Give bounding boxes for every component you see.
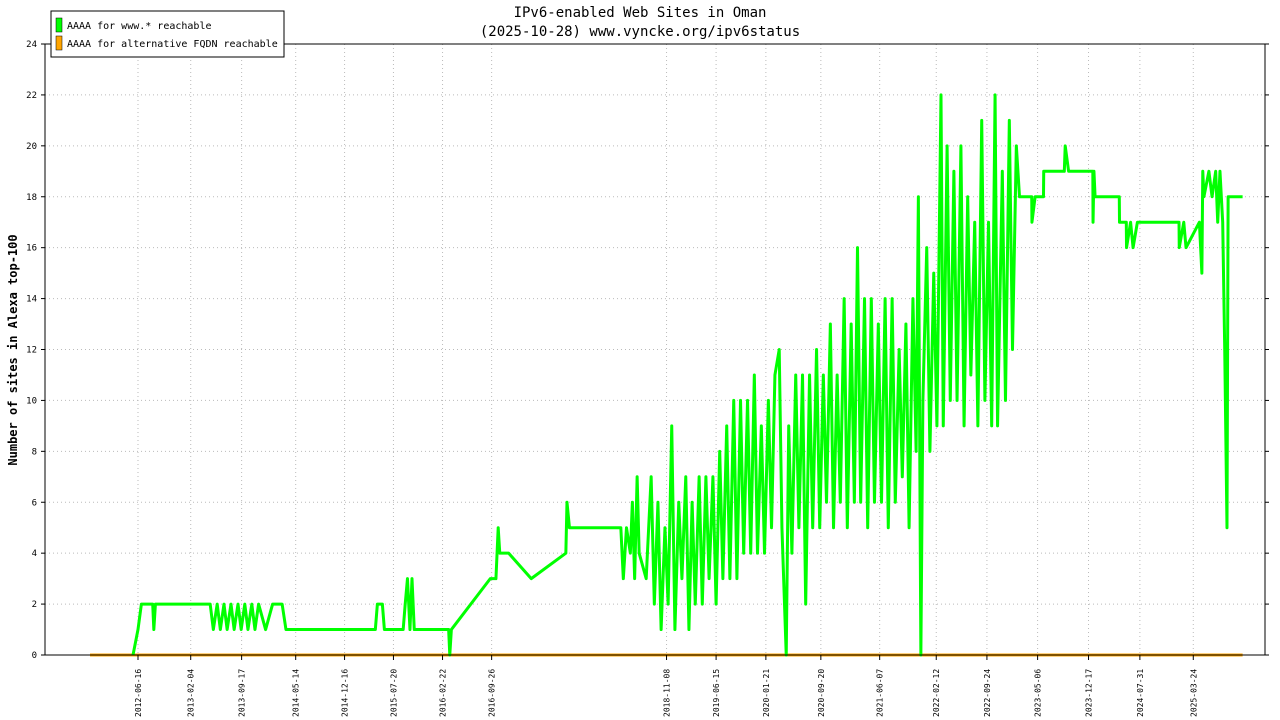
- legend-swatch: [55, 35, 63, 51]
- legend: AAAA for www.* reachable AAAA for alterna…: [50, 10, 285, 58]
- y-tick-label: 0: [32, 651, 37, 661]
- y-tick-label: 12: [26, 346, 37, 356]
- x-tick-label: 2018-11-08: [663, 669, 672, 717]
- legend-label: AAAA for www.* reachable: [67, 21, 212, 32]
- x-tick-label: 2022-02-12: [932, 669, 941, 717]
- x-tick-label: 2013-09-17: [238, 669, 247, 717]
- x-tick-label: 2024-07-31: [1136, 669, 1145, 717]
- series-line: [131, 93, 1243, 657]
- x-tick-label: 2020-09-20: [817, 669, 826, 717]
- y-tick-label: 20: [26, 142, 37, 152]
- y-tick-label: 2: [32, 600, 37, 610]
- chart-subtitle: (2025-10-28) www.vyncke.org/ipv6status: [480, 24, 800, 40]
- legend-label: AAAA for alternative FQDN reachable: [67, 39, 278, 50]
- y-tick-label: 14: [26, 295, 37, 305]
- x-tick-label: 2016-02-22: [439, 669, 448, 717]
- x-tick-label: 2014-05-14: [292, 669, 301, 717]
- x-tick-label: 2023-05-06: [1034, 669, 1043, 717]
- legend-box: [50, 10, 285, 58]
- x-tick-label: 2016-09-26: [488, 669, 497, 717]
- y-tick-label: 6: [32, 498, 37, 508]
- x-tick-label: 2022-09-24: [983, 669, 992, 717]
- x-tick-label: 2021-06-07: [876, 669, 885, 717]
- x-tick-label: 2019-06-15: [712, 669, 721, 717]
- y-tick-label: 10: [26, 396, 37, 406]
- y-tick-label: 8: [32, 447, 37, 457]
- y-tick-label: 22: [26, 91, 37, 101]
- x-tick-label: 2015-07-20: [389, 669, 398, 717]
- y-axis-label: Number of sites in Alexa top-100: [6, 234, 20, 465]
- x-tick-label: 2020-01-21: [762, 669, 771, 717]
- x-tick-label: 2025-03-24: [1189, 669, 1198, 717]
- y-tick-label: 18: [26, 193, 37, 203]
- y-tick-label: 4: [32, 549, 37, 559]
- legend-swatch: [55, 17, 63, 33]
- x-tick-label: 2014-12-16: [341, 669, 350, 717]
- x-tick-label: 2013-02-04: [187, 669, 196, 717]
- x-tick-label: 2023-12-17: [1085, 669, 1094, 717]
- chart-title: IPv6-enabled Web Sites in Oman: [514, 5, 767, 21]
- y-tick-label: 24: [26, 40, 37, 50]
- x-tick-label: 2012-06-16: [134, 669, 143, 717]
- y-tick-label: 16: [26, 244, 37, 254]
